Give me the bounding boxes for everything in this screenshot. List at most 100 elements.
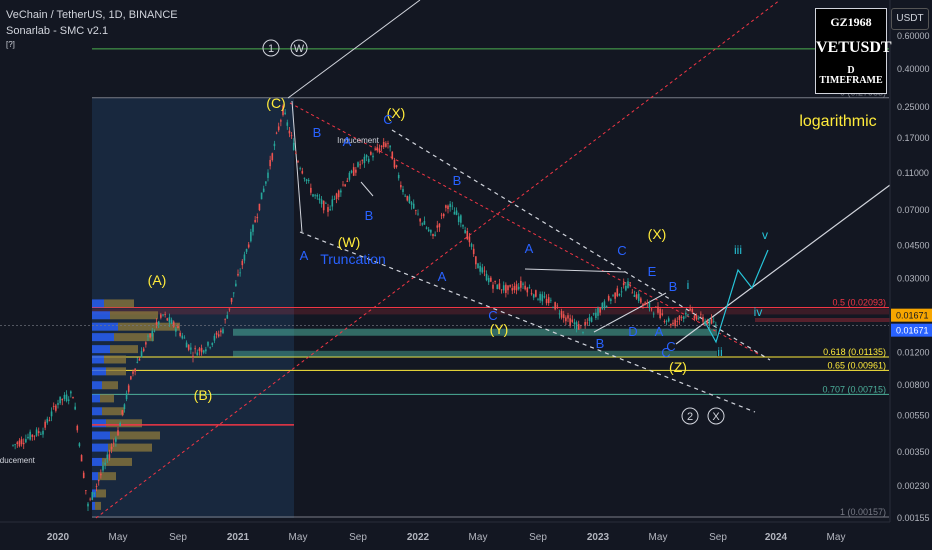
candle-body xyxy=(607,296,610,301)
candle-body xyxy=(517,286,520,290)
candle-body xyxy=(202,350,205,353)
candle-body xyxy=(404,195,406,197)
candle-body xyxy=(650,308,653,310)
candle-body xyxy=(190,347,192,350)
trend-line xyxy=(524,268,626,273)
candle-body xyxy=(592,313,595,315)
candle-body xyxy=(329,209,331,211)
candle-body xyxy=(584,322,586,326)
candle-body xyxy=(586,322,589,324)
candle-body xyxy=(172,321,175,327)
candle-body xyxy=(644,302,646,306)
candle-body xyxy=(179,332,181,336)
candle-body xyxy=(406,195,409,201)
candle-body xyxy=(93,492,96,494)
volume-profile-bar xyxy=(100,394,114,403)
candle-body xyxy=(378,148,381,153)
wave-label: B xyxy=(365,208,374,223)
candle-body xyxy=(590,317,593,322)
candle-body xyxy=(200,347,203,353)
candle-body xyxy=(385,143,387,147)
author-watermark: GZ1968 VETUSDT D TIMEFRAME xyxy=(815,8,892,94)
candle-body xyxy=(76,425,79,431)
candle-body xyxy=(149,333,151,338)
candle-body xyxy=(125,393,128,400)
wave-label: (C) xyxy=(266,95,285,111)
currency-button[interactable]: USDT xyxy=(891,8,929,30)
candle-body xyxy=(693,315,696,319)
symbol-title[interactable]: VeChain / TetherUS, 1D, BINANCE xyxy=(6,9,178,21)
candle-body xyxy=(187,344,190,350)
candle-body xyxy=(237,273,239,276)
candle-body xyxy=(603,301,606,309)
candle-body xyxy=(440,214,443,216)
indicator-settings-icon[interactable]: [?] xyxy=(6,40,15,49)
candle-body xyxy=(410,202,413,205)
range-box xyxy=(92,98,294,518)
candle-body xyxy=(487,277,490,283)
candle-body xyxy=(490,277,492,282)
candle-body xyxy=(198,348,201,351)
time-tick-label: May xyxy=(649,532,668,543)
candle-body xyxy=(569,318,571,326)
volume-profile-bar xyxy=(118,322,180,331)
candle-body xyxy=(462,225,464,227)
candle-body xyxy=(502,285,505,291)
candle-body xyxy=(344,184,346,187)
candle-body xyxy=(115,438,117,442)
candle-body xyxy=(52,405,55,407)
price-tick-label: 0.00230 xyxy=(897,481,930,491)
candle-body xyxy=(350,170,353,173)
candle-body xyxy=(633,295,636,297)
candle-body xyxy=(627,281,629,289)
circled-wave-marker xyxy=(262,39,280,57)
candle-body xyxy=(74,406,76,410)
price-tick-label: 0.07000 xyxy=(897,205,930,215)
candle-body xyxy=(646,302,649,304)
candle-body xyxy=(22,442,25,445)
candle-body xyxy=(560,311,563,318)
candle-body xyxy=(605,305,608,308)
candle-body xyxy=(322,200,325,211)
indicator-name[interactable]: Sonarlab - SMC v2.1 xyxy=(6,25,109,37)
candle-body xyxy=(241,260,244,266)
wave-label: iii xyxy=(734,243,742,257)
wave-label: Inducement xyxy=(0,456,36,465)
price-tick-label: 0.00155 xyxy=(897,513,930,523)
candle-body xyxy=(417,213,419,215)
wave-label: Inducement xyxy=(337,136,380,145)
candle-body xyxy=(100,473,102,476)
candle-body xyxy=(183,337,186,339)
wave-label: ii xyxy=(717,345,722,359)
candle-body xyxy=(541,294,544,302)
candle-body xyxy=(595,312,597,319)
trend-line xyxy=(95,0,781,519)
candle-body xyxy=(318,198,321,201)
candle-body xyxy=(258,203,261,211)
candle-body xyxy=(37,431,40,434)
candle-body xyxy=(631,292,634,294)
price-axis: 0.60000 0.40000 0.25000 0.17000 0.11000 0.070… xyxy=(889,0,932,523)
candle-body xyxy=(87,503,89,507)
candle-body xyxy=(539,294,541,301)
wave-label: (X) xyxy=(648,226,667,242)
candle-body xyxy=(697,318,700,320)
candle-body xyxy=(316,195,319,197)
candle-body xyxy=(91,492,94,500)
time-tick-label: Sep xyxy=(349,532,367,543)
candle-body xyxy=(571,319,574,322)
circled-wave-marker xyxy=(681,407,699,425)
volume-profile-bar xyxy=(92,381,102,390)
wave-label: B xyxy=(669,279,678,294)
wave-label: (Z) xyxy=(669,359,687,375)
volume-profile-bar xyxy=(95,501,101,510)
candle-body xyxy=(545,298,548,304)
candle-body xyxy=(685,312,687,315)
candle-body xyxy=(177,326,179,329)
volume-profile-bar xyxy=(92,443,108,452)
volume-profile-bar xyxy=(92,345,110,354)
candle-body xyxy=(331,199,334,207)
candle-body xyxy=(220,330,222,333)
candle-body xyxy=(537,299,539,301)
